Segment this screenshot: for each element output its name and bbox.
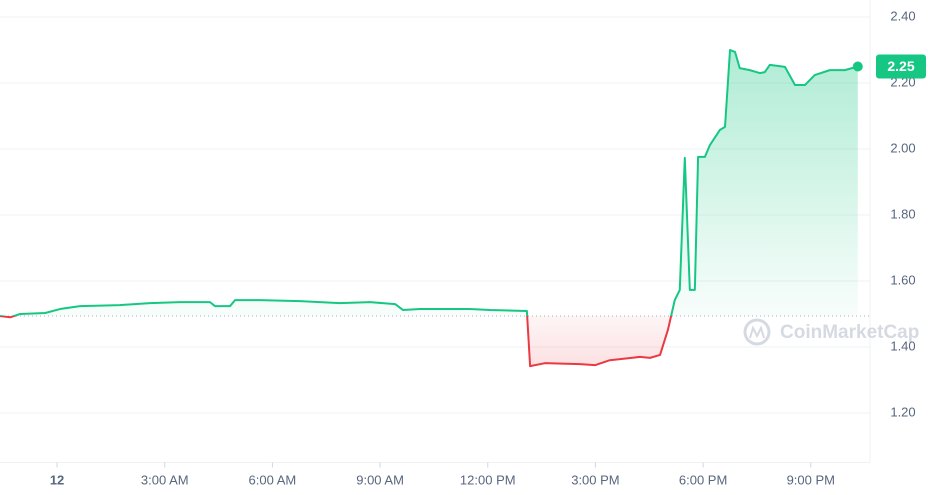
y-tick-label: 2.40 xyxy=(890,8,915,23)
watermark-group: CoinMarketCap xyxy=(743,318,919,346)
plot xyxy=(0,49,870,368)
y-tick-label: 1.60 xyxy=(890,272,915,287)
x-tick-label: 9:00 AM xyxy=(356,472,404,487)
watermark: CoinMarketCap xyxy=(780,322,919,343)
x-tick-label: 3:00 AM xyxy=(141,472,189,487)
x-tick-label: 12:00 PM xyxy=(460,472,516,487)
price-line xyxy=(0,49,859,368)
x-tick-label: 3:00 PM xyxy=(571,472,619,487)
y-tick-label: 1.80 xyxy=(890,206,915,221)
price-tag-label: 2.25 xyxy=(887,58,914,74)
y-tick-label: 1.40 xyxy=(890,338,915,353)
x-tick-label: 6:00 PM xyxy=(679,472,727,487)
x-tick-label: 6:00 AM xyxy=(249,472,297,487)
watermark-logo xyxy=(743,318,771,346)
x-tick-label: 12 xyxy=(50,472,64,487)
y-tick-label: 1.20 xyxy=(890,404,915,419)
watermark-logo-mark xyxy=(749,325,765,339)
price-area xyxy=(0,50,858,367)
last-point xyxy=(852,61,863,72)
price-tag xyxy=(876,54,926,79)
x-tick-label: 9:00 PM xyxy=(787,472,835,487)
y-tick-label: 2.00 xyxy=(890,140,915,155)
grid xyxy=(0,0,871,463)
